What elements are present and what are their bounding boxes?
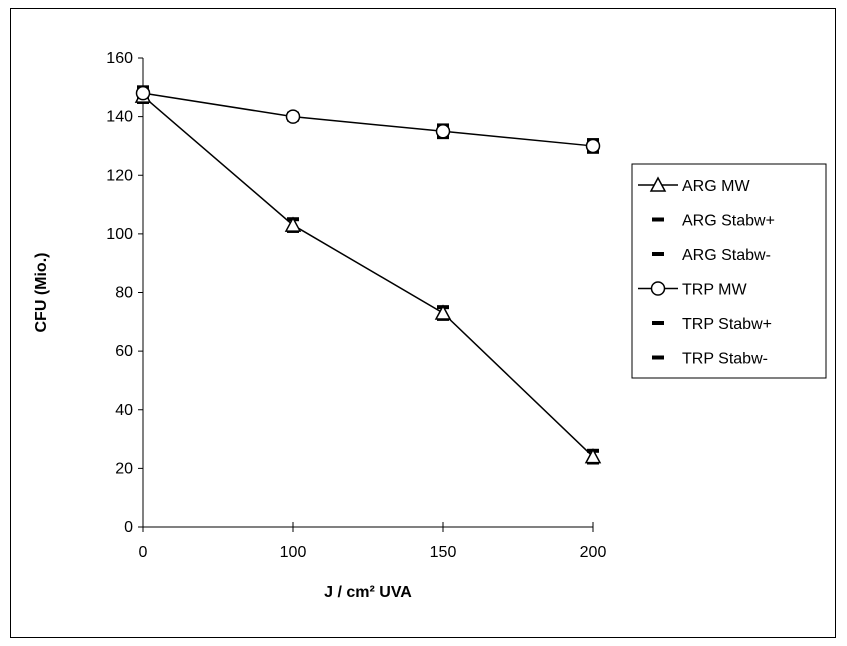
data-point xyxy=(435,124,451,139)
series-line xyxy=(142,95,594,458)
legend-label: ARG Stabw- xyxy=(682,247,771,264)
legend-marker xyxy=(652,355,664,360)
legend-marker xyxy=(652,321,664,325)
legend-marker xyxy=(650,281,666,296)
x-tick-label: 0 xyxy=(139,544,148,561)
data-point xyxy=(584,448,602,464)
y-tick-label: 20 xyxy=(115,460,133,477)
legend-marker xyxy=(649,176,667,192)
legend-marker xyxy=(652,217,664,222)
series-arg-stabw- xyxy=(137,88,599,453)
y-axis-title: CFU (Mio.) xyxy=(33,253,50,333)
series-trp-mw xyxy=(135,85,601,154)
y-tick-label: 40 xyxy=(115,402,133,419)
legend-label: TRP Stabw- xyxy=(682,351,768,368)
legend-label: ARG Stabw+ xyxy=(682,213,775,230)
legend-item: TRP MW xyxy=(638,281,747,299)
data-point xyxy=(285,109,301,124)
data-point xyxy=(585,138,601,154)
legend-label: TRP Stabw+ xyxy=(682,316,772,333)
legend-label: TRP MW xyxy=(682,282,747,299)
legend-item: ARG Stabw- xyxy=(652,247,771,264)
x-tick-label: 200 xyxy=(580,544,607,561)
legend: ARG MW ARG Stabw+ ARG Stabw- TRP MW TRP Stab… xyxy=(631,163,827,379)
legend-item: TRP Stabw+ xyxy=(652,316,772,333)
legend-box xyxy=(631,163,827,379)
x-tick-label: 100 xyxy=(280,544,307,561)
y-tick-label: 140 xyxy=(106,109,133,126)
series-arg-stabw- xyxy=(137,99,599,465)
series-trp-stabw- xyxy=(137,85,599,143)
legend-item: ARG Stabw+ xyxy=(652,213,775,230)
data-point xyxy=(434,304,452,320)
series-line xyxy=(142,92,594,147)
legend-label: ARG MW xyxy=(682,178,750,195)
legend-item: TRP Stabw- xyxy=(652,351,768,368)
y-tick-label: 0 xyxy=(124,519,133,536)
y-tick-label: 160 xyxy=(106,50,133,67)
data-point xyxy=(284,216,302,232)
series-trp-stabw- xyxy=(137,97,599,154)
y-tick-label: 60 xyxy=(115,343,133,360)
series-arg-mw xyxy=(134,87,602,464)
y-tick-label: 120 xyxy=(106,167,133,184)
data-point xyxy=(135,85,151,101)
legend-item: ARG MW xyxy=(638,176,750,195)
y-tick-label: 100 xyxy=(106,226,133,243)
y-tick-label: 80 xyxy=(115,285,133,302)
legend-marker xyxy=(652,252,664,256)
axes xyxy=(142,58,593,528)
x-tick-label: 150 xyxy=(430,544,457,561)
x-axis-title: J / cm² UVA xyxy=(324,584,412,601)
